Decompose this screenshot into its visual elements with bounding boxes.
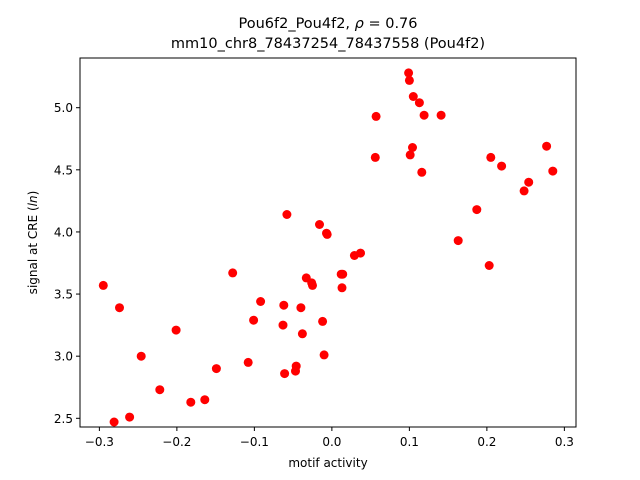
chart-title-line2: mm10_chr8_78437254_78437558 (Pou4f2) xyxy=(171,36,485,52)
y-tick-label: 3.0 xyxy=(54,350,73,364)
data-point-17 xyxy=(282,210,292,219)
x-axis-label: motif activity xyxy=(288,456,367,470)
data-point-7 xyxy=(186,397,196,407)
data-point-12 xyxy=(249,315,259,325)
data-point-5 xyxy=(155,385,165,395)
data-point-6 xyxy=(171,325,181,335)
data-point-37 xyxy=(404,68,414,78)
data-point-52 xyxy=(524,177,534,187)
data-point-16 xyxy=(280,369,290,379)
data-point-27 xyxy=(319,350,329,360)
data-point-41 xyxy=(408,92,418,101)
data-point-54 xyxy=(548,166,558,176)
y-tick-label: 4.5 xyxy=(54,163,73,177)
data-point-38 xyxy=(404,75,414,85)
data-point-45 xyxy=(436,110,446,120)
plot-frame xyxy=(79,57,577,428)
chart-title-line1: Pou6f2_Pou4f2, ρ = 0.76 xyxy=(238,16,417,32)
data-point-42 xyxy=(414,98,424,108)
y-tick-label: 2.5 xyxy=(54,412,73,426)
data-point-2 xyxy=(109,417,119,427)
data-point-40 xyxy=(408,143,417,152)
x-tick-label: 0.0 xyxy=(322,435,341,449)
data-point-35 xyxy=(370,152,380,162)
data-points xyxy=(98,68,558,427)
data-point-15 xyxy=(278,320,288,330)
data-point-1 xyxy=(115,303,124,313)
x-tick-label: −0.2 xyxy=(162,435,191,449)
y-tick-label: 5.0 xyxy=(54,101,73,115)
data-point-4 xyxy=(136,351,146,361)
data-point-49 xyxy=(486,152,496,162)
data-point-0 xyxy=(98,280,108,290)
y-axis-ticks: 2.5 3.0 3.5 4.0 4.5 5.0 xyxy=(54,101,80,426)
data-point-53 xyxy=(542,141,552,151)
data-point-9 xyxy=(211,364,221,374)
x-tick-label: 0.3 xyxy=(555,435,574,449)
data-point-39 xyxy=(405,150,415,160)
data-point-47 xyxy=(472,205,482,215)
data-point-10 xyxy=(228,268,238,278)
data-point-24 xyxy=(308,280,317,290)
data-point-31 xyxy=(338,269,348,279)
data-point-8 xyxy=(200,395,210,405)
data-point-3 xyxy=(125,412,135,422)
y-axis-label: signal at CRE (ln) xyxy=(26,191,40,295)
data-point-29 xyxy=(322,229,332,239)
x-tick-label: −0.3 xyxy=(85,435,114,449)
data-point-48 xyxy=(484,261,494,270)
data-point-32 xyxy=(337,283,347,293)
data-point-51 xyxy=(519,186,529,196)
data-point-14 xyxy=(279,300,289,310)
data-point-25 xyxy=(315,220,324,229)
y-tick-label: 3.5 xyxy=(54,288,73,302)
data-point-26 xyxy=(318,316,328,326)
data-point-13 xyxy=(256,297,266,306)
data-point-11 xyxy=(243,357,253,367)
x-axis-ticks: −0.3 −0.2 −0.1 0.0 0.1 0.2 0.3 xyxy=(85,427,574,449)
x-tick-label: 0.1 xyxy=(400,435,419,449)
data-point-50 xyxy=(497,161,507,171)
data-point-21 xyxy=(297,329,307,339)
data-point-43 xyxy=(417,167,427,177)
data-point-34 xyxy=(356,248,365,258)
data-point-20 xyxy=(296,303,306,313)
data-point-44 xyxy=(419,110,429,120)
data-point-46 xyxy=(453,236,463,246)
data-point-36 xyxy=(371,111,381,121)
x-tick-label: −0.1 xyxy=(240,435,269,449)
data-point-19 xyxy=(291,361,301,371)
y-tick-label: 4.0 xyxy=(54,225,73,239)
x-tick-label: 0.2 xyxy=(477,435,496,449)
